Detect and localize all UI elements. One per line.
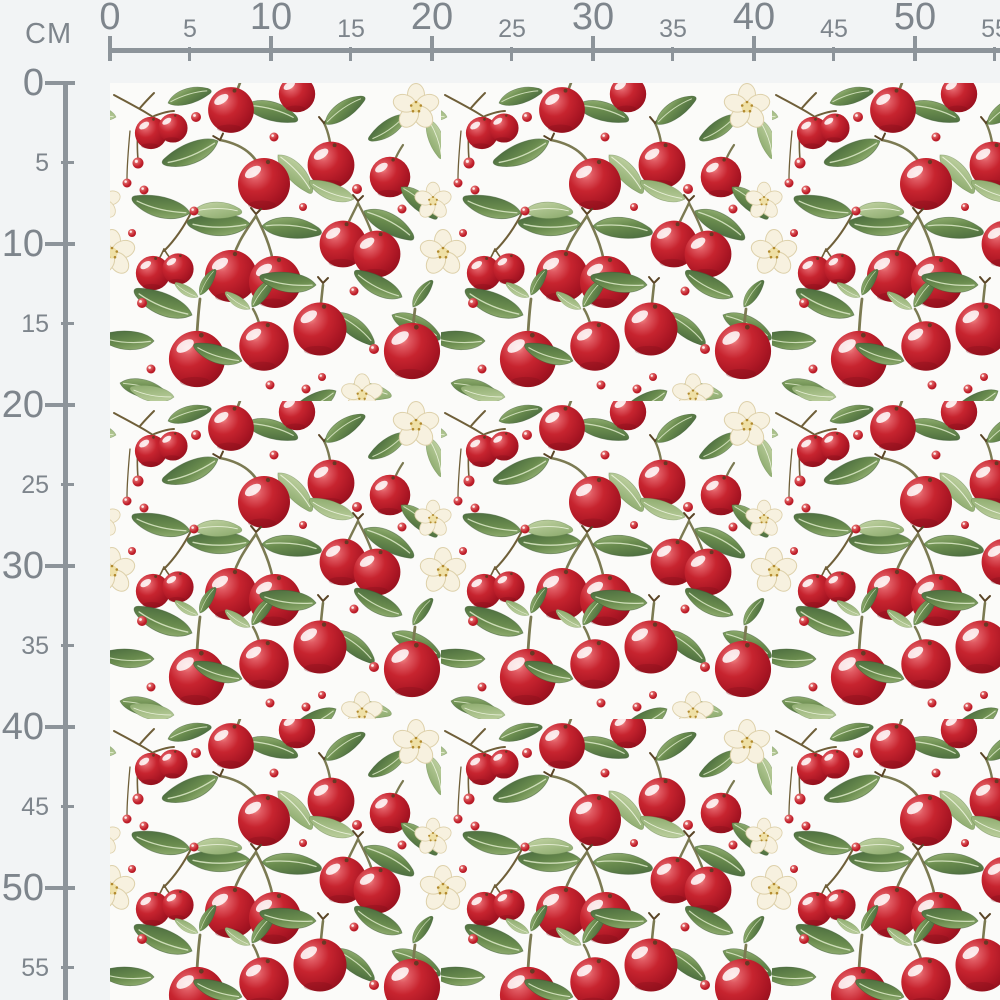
ruler-tick-minor — [671, 47, 674, 61]
ruler-tick-minor — [993, 47, 996, 61]
ruler-label: 0 — [22, 62, 44, 104]
ruler-label: 40 — [1, 706, 44, 748]
ruler-tick-minor — [349, 47, 352, 61]
ruler-label: 30 — [571, 0, 615, 38]
ruler-label: 50 — [893, 0, 937, 38]
ruler-label: 50 — [1, 867, 44, 909]
ruler-label: 35 — [21, 632, 49, 660]
fabric-pattern-fill — [110, 83, 1000, 1000]
ruler-tick-major — [108, 36, 112, 61]
ruler-label: 5 — [183, 15, 197, 43]
ruler-tick-minor — [61, 322, 74, 325]
ruler-tick-major — [45, 886, 75, 890]
ruler-label: 40 — [732, 0, 776, 38]
ruler-tick-minor — [61, 805, 74, 808]
ruler-tick-minor — [61, 966, 74, 969]
ruler-label: 10 — [1, 223, 44, 265]
ruler-tick-major — [269, 36, 273, 61]
ruler-label: 35 — [659, 15, 687, 43]
ruler-horizontal-bar — [110, 48, 1000, 53]
ruler-tick-major — [430, 36, 434, 61]
ruler-label: 15 — [21, 310, 49, 338]
ruler-unit-label: CM — [25, 18, 73, 50]
ruler-label: 25 — [21, 471, 49, 499]
ruler-label: 30 — [1, 545, 44, 587]
ruler-tick-minor — [832, 47, 835, 61]
fabric-swatch — [110, 83, 1000, 1000]
ruler-tick-major — [45, 242, 75, 246]
ruler-tick-major — [45, 81, 75, 85]
ruler-tick-minor — [510, 47, 513, 61]
ruler-tick-major — [913, 36, 917, 61]
ruler-label: 10 — [249, 0, 293, 38]
ruler-label: 45 — [21, 793, 49, 821]
ruler-label: 20 — [1, 384, 44, 426]
ruler-label: 0 — [99, 0, 121, 38]
ruler-vertical-bar — [63, 83, 68, 1000]
cherry-pattern-svg — [110, 83, 1000, 1000]
ruler-tick-major — [45, 403, 75, 407]
ruler-label: 45 — [820, 15, 848, 43]
ruler-label: 55 — [981, 15, 1000, 43]
ruler-label: 15 — [337, 15, 365, 43]
ruler-tick-minor — [188, 47, 191, 61]
ruler-tick-major — [591, 36, 595, 61]
ruler-tick-minor — [61, 483, 74, 486]
ruler-tick-minor — [61, 644, 74, 647]
ruler-label: 20 — [410, 0, 454, 38]
ruler-tick-minor — [61, 161, 74, 164]
ruler-tick-major — [45, 725, 75, 729]
ruler-label: 5 — [35, 149, 49, 177]
ruler-tick-major — [45, 564, 75, 568]
ruler-tick-major — [752, 36, 756, 61]
ruler-label: 55 — [21, 954, 49, 982]
ruler-label: 25 — [498, 15, 526, 43]
